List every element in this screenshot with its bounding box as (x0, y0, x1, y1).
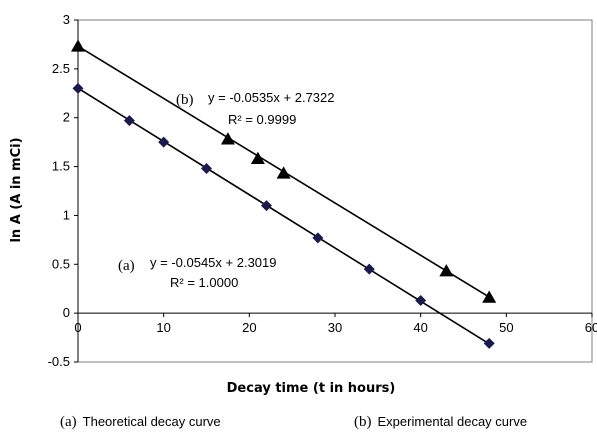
y-tick-label: 0.5 (52, 256, 70, 271)
series-b-equation: y = -0.0535x + 2.7322 (208, 90, 334, 105)
data-point-b (439, 264, 454, 277)
data-point-a (123, 115, 135, 127)
x-tick-label: 0 (74, 320, 81, 335)
y-axis-title: ln A (A in mCi) (9, 137, 24, 242)
data-point-b (276, 166, 291, 179)
y-tick-label: 2.5 (52, 61, 70, 76)
data-point-b (71, 39, 85, 52)
x-tick-label: 40 (413, 320, 427, 335)
plot-area (77, 19, 593, 363)
data-markers (71, 39, 497, 349)
caption-a-text: Theoretical decay curve (82, 414, 221, 429)
caption-b-text: Experimental decay curve (377, 414, 528, 429)
x-tick-label: 10 (156, 320, 170, 335)
y-axis: -0.5 0 0.5 1 1.5 2 2.5 3 (48, 12, 78, 369)
y-tick-label: 2 (63, 110, 70, 125)
x-axis: 0 10 20 30 40 50 60 (74, 313, 597, 335)
y-tick-label: 3 (63, 12, 70, 27)
data-point-a (201, 163, 212, 175)
series-b-tag: (b) (176, 92, 194, 108)
caption-a: (a) Theoretical decay curve (60, 414, 221, 431)
x-tick-label: 20 (242, 320, 256, 335)
caption-a-tag: (a) (60, 414, 77, 430)
data-point-a (158, 136, 170, 148)
series-a-equation: y = -0.0545x + 2.3019 (150, 255, 276, 270)
data-point-a (483, 337, 495, 349)
y-tick-label: 1.5 (52, 159, 70, 174)
data-point-a (260, 200, 272, 212)
y-tick-label: 0 (63, 305, 70, 320)
x-tick-label: 30 (328, 320, 342, 335)
data-point-b (220, 132, 235, 145)
caption-b-tag: (b) (354, 414, 372, 430)
data-point-a (72, 82, 84, 94)
data-point-b (482, 290, 497, 303)
x-tick-label: 50 (499, 320, 513, 335)
y-tick-label: -0.5 (48, 354, 70, 369)
data-point-b (250, 151, 265, 165)
series-a-tag: (a) (118, 258, 135, 274)
plot-border (77, 19, 593, 363)
x-tick-label: 60 (585, 320, 597, 335)
x-axis-title: Decay time (t in hours) (227, 381, 396, 396)
data-point-a (415, 294, 427, 306)
data-point-a (312, 232, 324, 244)
y-tick-label: 1 (63, 207, 70, 222)
data-point-a (363, 263, 375, 275)
series-a-r2: R² = 1.0000 (170, 275, 238, 290)
series-b-r2: R² = 0.9999 (228, 112, 296, 127)
caption-b: (b) Experimental decay curve (354, 414, 527, 431)
